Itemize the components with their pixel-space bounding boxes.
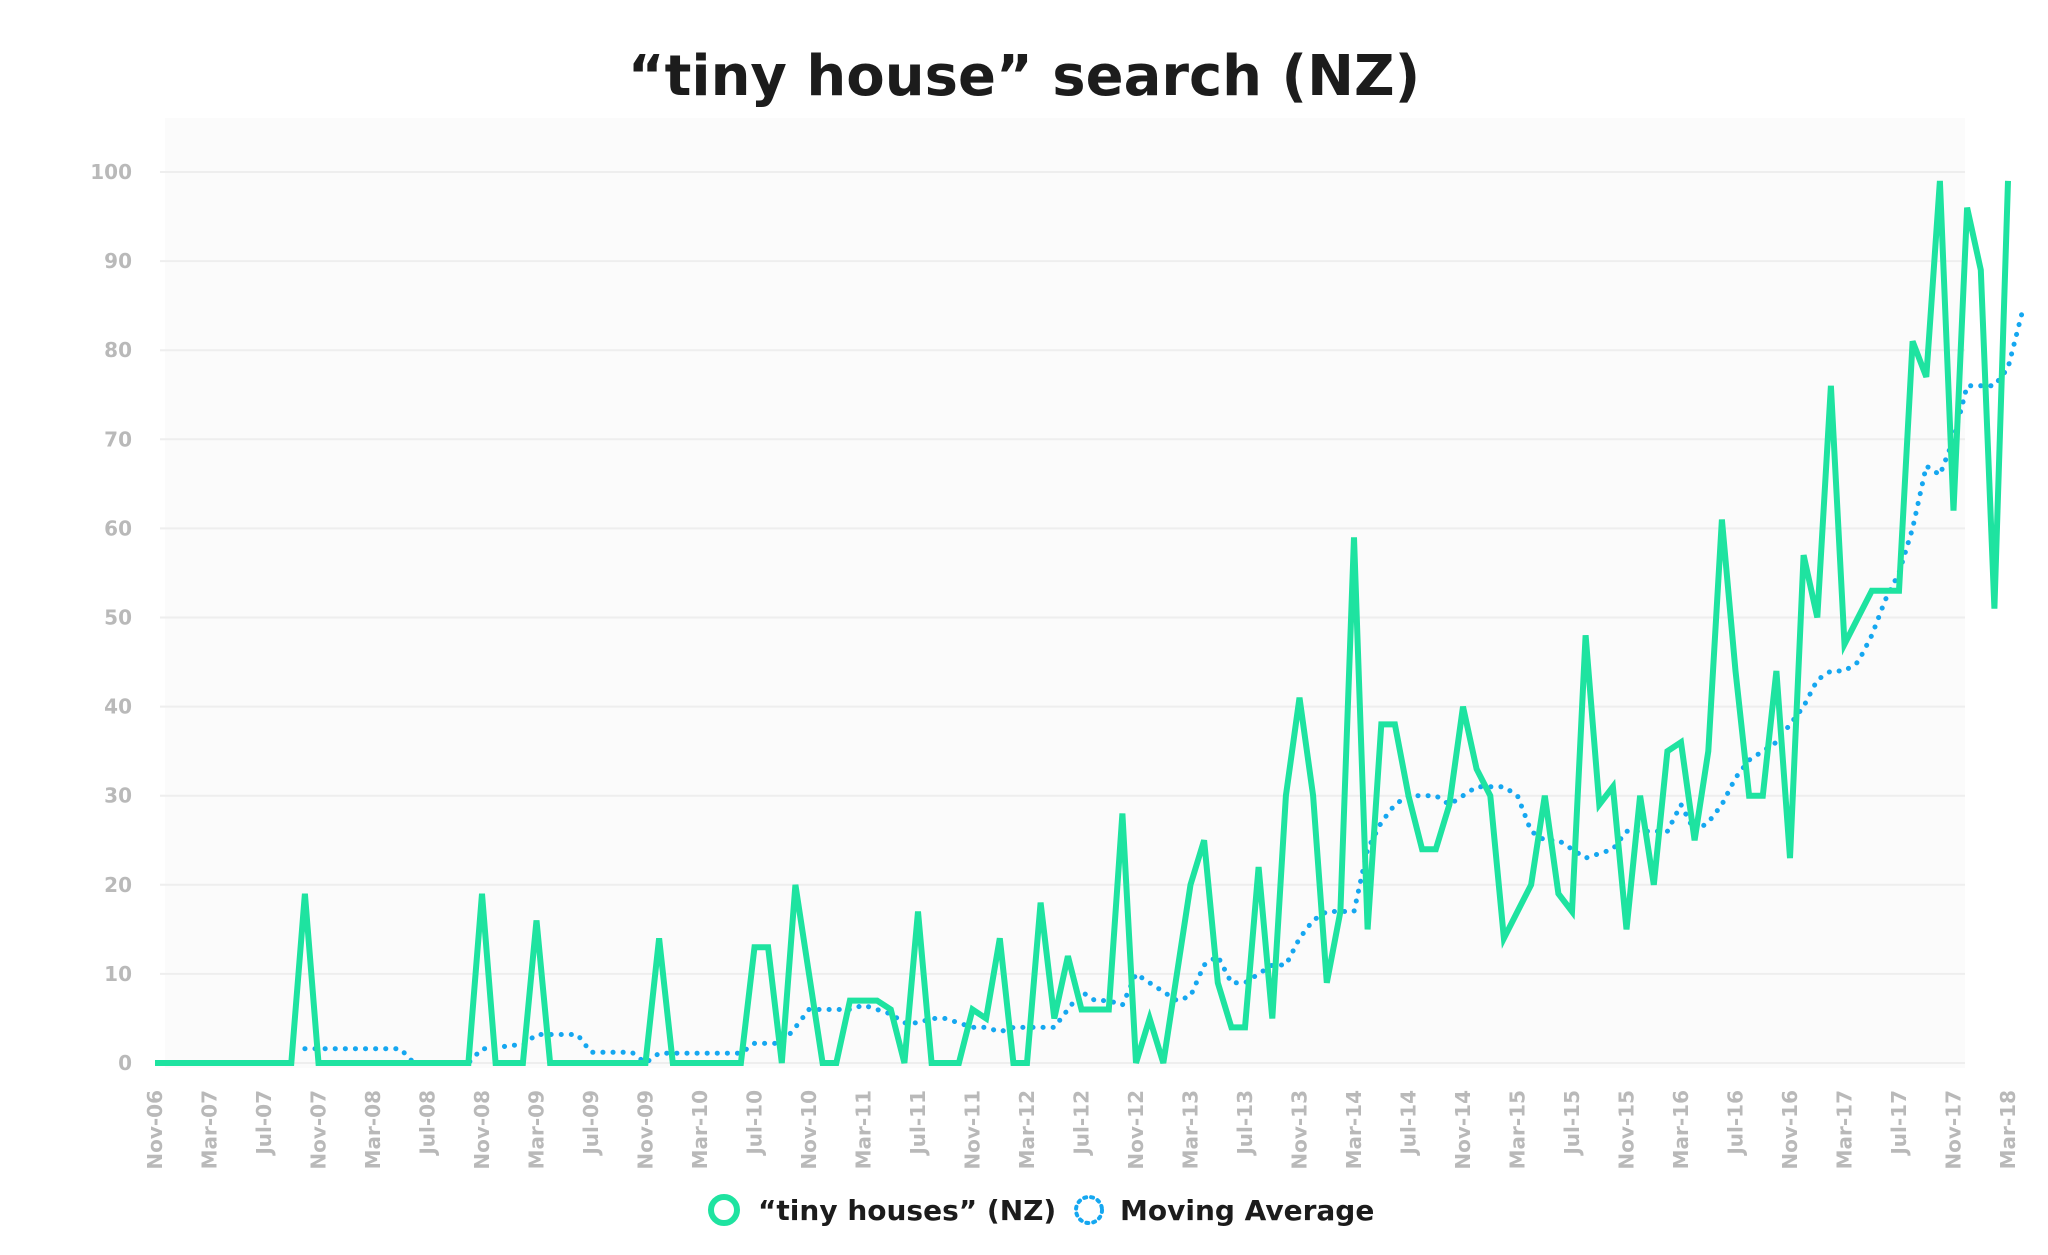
x-tick-label: Jul-11 bbox=[906, 1090, 930, 1157]
y-tick-label: 60 bbox=[104, 516, 132, 540]
x-tick-label: Mar-09 bbox=[525, 1090, 549, 1169]
x-tick-label: Nov-16 bbox=[1778, 1090, 1802, 1170]
x-tick-label: Nov-06 bbox=[143, 1090, 167, 1170]
x-tick-label: Jul-08 bbox=[416, 1090, 440, 1157]
x-tick-label: Mar-11 bbox=[852, 1090, 876, 1169]
x-tick-label: Nov-09 bbox=[634, 1090, 658, 1170]
x-tick-label: Mar-18 bbox=[1996, 1090, 2020, 1169]
moving-average-line bbox=[302, 312, 2025, 1067]
x-tick-label: Nov-12 bbox=[1124, 1090, 1148, 1170]
x-tick-label: Mar-16 bbox=[1669, 1090, 1693, 1169]
x-axis-ticks: Nov-06 Mar-07 Jul-07 Nov-07 Mar-08 Jul-08 Nov-… bbox=[143, 1090, 2020, 1170]
x-tick-label: Nov-14 bbox=[1451, 1090, 1475, 1170]
y-tick-label: 80 bbox=[104, 338, 132, 362]
y-tick-label: 100 bbox=[90, 160, 132, 184]
x-tick-label: Nov-17 bbox=[1942, 1090, 1966, 1170]
tiny-houses-series-line bbox=[155, 180, 2011, 1066]
x-tick-label: Jul-09 bbox=[579, 1090, 603, 1157]
x-tick-label: Jul-12 bbox=[1070, 1090, 1094, 1157]
y-tick-label: 40 bbox=[104, 695, 132, 719]
x-tick-label: Nov-13 bbox=[1288, 1090, 1312, 1170]
x-tick-label: Jul-10 bbox=[743, 1090, 767, 1157]
series-layer bbox=[155, 180, 2025, 1067]
x-tick-label: Mar-15 bbox=[1506, 1090, 1530, 1169]
x-tick-label: Mar-17 bbox=[1833, 1090, 1857, 1169]
y-tick-label: 70 bbox=[104, 427, 132, 451]
x-tick-label: Nov-11 bbox=[961, 1090, 985, 1170]
plot-background bbox=[165, 118, 1965, 1068]
x-tick-label: Jul-13 bbox=[1233, 1090, 1257, 1157]
y-tick-label: 90 bbox=[104, 249, 132, 273]
x-tick-label: Jul-17 bbox=[1887, 1090, 1911, 1157]
y-tick-label: 20 bbox=[104, 873, 132, 897]
x-tick-label: Jul-15 bbox=[1560, 1090, 1584, 1157]
legend: “tiny houses” (NZ) Moving Average bbox=[708, 1194, 1374, 1227]
x-tick-label: Jul-07 bbox=[252, 1090, 276, 1157]
legend-moving-average-label: Moving Average bbox=[1120, 1194, 1374, 1227]
x-tick-label: Jul-16 bbox=[1724, 1090, 1748, 1157]
x-tick-label: Mar-12 bbox=[1015, 1090, 1039, 1169]
y-tick-label: 50 bbox=[104, 606, 132, 630]
x-tick-label: Mar-08 bbox=[361, 1090, 385, 1169]
y-tick-label: 0 bbox=[118, 1051, 132, 1075]
x-tick-label: Jul-14 bbox=[1397, 1090, 1421, 1157]
y-axis-ticks: 0 10 20 30 40 50 60 70 80 90 100 bbox=[90, 160, 132, 1075]
x-tick-label: Nov-07 bbox=[307, 1090, 331, 1170]
legend-moving-average-marker bbox=[1074, 1195, 1104, 1225]
x-tick-label: Mar-13 bbox=[1179, 1090, 1203, 1169]
chart-title: “tiny house” search (NZ) bbox=[627, 44, 1421, 109]
x-tick-label: Mar-07 bbox=[198, 1090, 222, 1169]
y-tick-label: 10 bbox=[104, 962, 132, 986]
x-tick-label: Nov-08 bbox=[470, 1090, 494, 1170]
x-tick-label: Nov-10 bbox=[797, 1090, 821, 1170]
x-tick-label: Mar-10 bbox=[688, 1090, 712, 1169]
x-tick-label: Nov-15 bbox=[1615, 1090, 1639, 1170]
y-tick-label: 30 bbox=[104, 784, 132, 808]
x-tick-label: Mar-14 bbox=[1342, 1090, 1366, 1169]
legend-series-marker bbox=[708, 1194, 740, 1226]
legend-series-label: “tiny houses” (NZ) bbox=[758, 1194, 1056, 1227]
